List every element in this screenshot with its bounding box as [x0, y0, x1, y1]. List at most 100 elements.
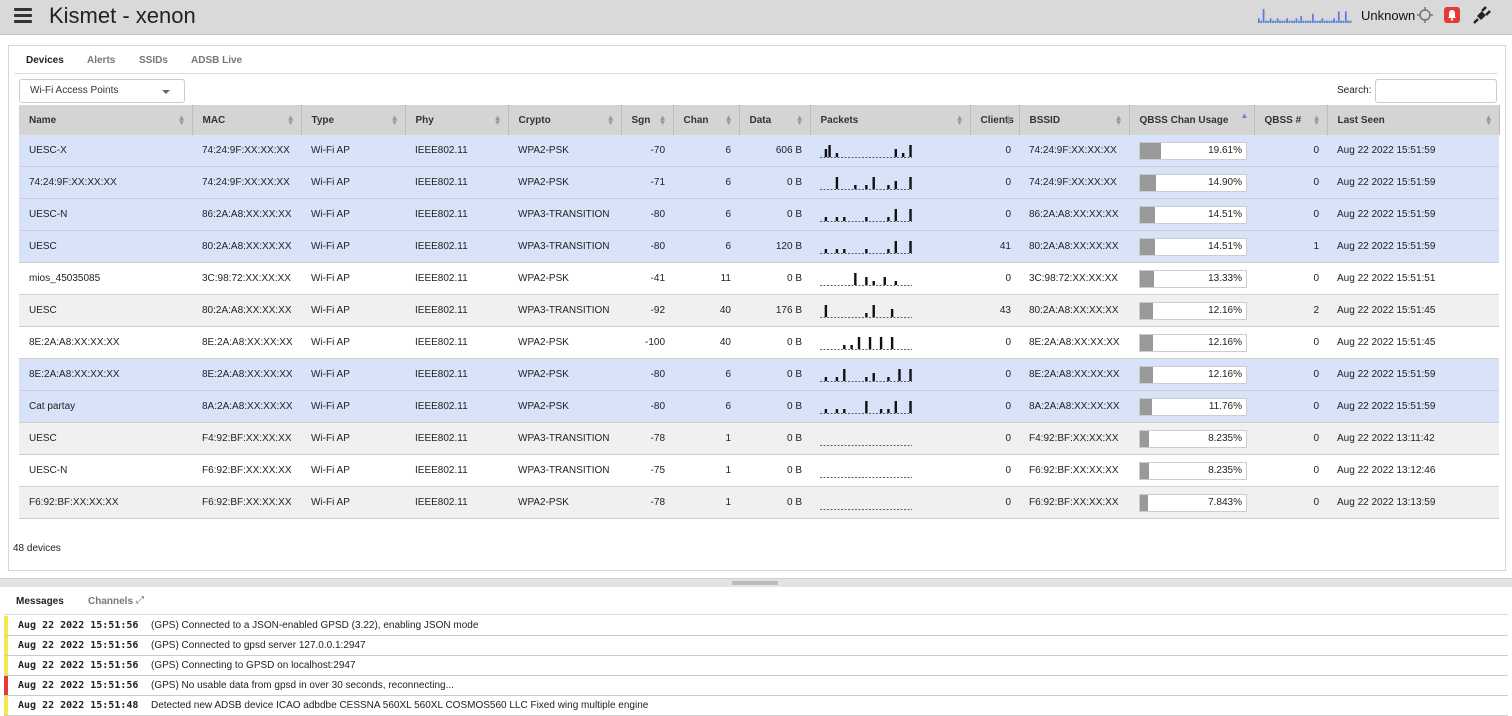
table-row[interactable]: 8E:2A:A8:XX:XX:XX 8E:2A:A8:XX:XX:XX Wi-Fi … — [19, 326, 1499, 359]
splitter-handle[interactable] — [732, 581, 778, 585]
plug-icon[interactable] — [1470, 5, 1492, 27]
cell-phy: IEEE802.11 — [405, 294, 508, 327]
cell-mac: 86:2A:A8:XX:XX:XX — [192, 198, 301, 231]
column-header-qbss[interactable]: QBSS # ▲ ▼ — [1254, 105, 1328, 135]
cell-last-seen: Aug 22 2022 15:51:45 — [1327, 326, 1499, 359]
search-input[interactable] — [1375, 79, 1497, 103]
tab-ssids[interactable]: SSIDs — [139, 55, 168, 66]
table-row[interactable]: UESC 80:2A:A8:XX:XX:XX Wi-Fi AP IEEE802.11 W… — [19, 294, 1499, 327]
tab-devices[interactable]: Devices — [26, 55, 64, 66]
message-timestamp: Aug 22 2022 15:51:56 — [18, 680, 139, 691]
cell-qbss-count: 0 — [1254, 358, 1327, 391]
message-level-indicator — [4, 656, 8, 675]
packets-sparkline — [820, 208, 912, 222]
table-row[interactable]: mios_45035085 3C:98:72:XX:XX:XX Wi-Fi AP IE… — [19, 262, 1499, 295]
tab-alerts[interactable]: Alerts — [87, 55, 116, 66]
tab-adsb-live[interactable]: ADSB Live — [191, 55, 243, 66]
cell-clients: 0 — [970, 262, 1019, 295]
column-header-clients[interactable]: Clients ▲ ▼ — [970, 105, 1020, 135]
tab-messages[interactable]: Messages — [16, 596, 64, 607]
packets-cell — [810, 262, 970, 295]
packet-bar — [857, 336, 861, 349]
column-header-crypto[interactable]: Crypto ▲ ▼ — [508, 105, 622, 135]
column-header-mac[interactable]: MAC ▲ ▼ — [192, 105, 302, 135]
cell-data: 0 B — [739, 358, 810, 391]
table-row[interactable]: F6:92:BF:XX:XX:XX F6:92:BF:XX:XX:XX Wi-Fi … — [19, 486, 1499, 519]
packets-sparkline — [820, 476, 912, 478]
cell-chan: 1 — [673, 454, 739, 487]
table-row[interactable]: 74:24:9F:XX:XX:XX 74:24:9F:XX:XX:XX Wi-Fi … — [19, 166, 1499, 199]
table-row[interactable]: UESC-N 86:2A:A8:XX:XX:XX Wi-Fi AP IEEE802.1… — [19, 198, 1499, 231]
packet-bar — [824, 216, 828, 221]
sort-icon: ▲ ▼ — [177, 113, 186, 127]
tab-channels[interactable]: Channels — [88, 596, 134, 607]
cell-clients: 0 — [970, 358, 1019, 391]
qbss-usage-label: 8.235% — [1208, 464, 1242, 476]
qbss-usage-label: 13.33% — [1208, 272, 1242, 284]
gps-status[interactable]: Unknown — [1361, 8, 1416, 23]
cell-sgn: -80 — [621, 198, 673, 231]
packets-sparkline — [820, 368, 912, 382]
expand-icon[interactable]: ⤢ — [136, 595, 144, 606]
cell-crypto: WPA3-TRANSITION — [508, 454, 621, 487]
message-text: (GPS) No usable data from gpsd in over 3… — [151, 680, 454, 691]
table-row[interactable]: Cat partay 8A:2A:A8:XX:XX:XX Wi-Fi AP IEEE8… — [19, 390, 1499, 423]
column-header-name[interactable]: Name ▲ ▼ — [19, 105, 193, 135]
column-header-sgn[interactable]: Sgn ▲ ▼ — [621, 105, 674, 135]
cell-mac: 80:2A:A8:XX:XX:XX — [192, 294, 301, 327]
column-header-packets[interactable]: Packets ▲ ▼ — [810, 105, 971, 135]
table-row[interactable]: UESC-N F6:92:BF:XX:XX:XX Wi-Fi AP IEEE802.1… — [19, 454, 1499, 487]
sparkline-bar — [1267, 20, 1270, 23]
packet-bar — [894, 280, 897, 285]
cell-mac: 8A:2A:A8:XX:XX:XX — [192, 390, 301, 423]
sort-icon: ▲ ▼ — [795, 113, 804, 127]
menu-icon[interactable] — [14, 8, 32, 24]
cell-crypto: WPA3-TRANSITION — [508, 422, 621, 455]
cell-chan: 40 — [673, 294, 739, 327]
message-text: Detected new ADSB device ICAO adbdbe CES… — [151, 700, 649, 711]
packets-cell — [810, 166, 970, 199]
qbss-usage-fill — [1140, 174, 1156, 191]
table-row[interactable]: UESC 80:2A:A8:XX:XX:XX Wi-Fi AP IEEE802.11 W… — [19, 230, 1499, 263]
sparkline-bar — [1276, 18, 1279, 23]
column-header-qbss-chan-usage[interactable]: QBSS Chan Usage ▲ — [1129, 105, 1255, 135]
column-header-chan[interactable]: Chan ▲ ▼ — [673, 105, 740, 135]
cell-data: 0 B — [739, 454, 810, 487]
cell-mac: F4:92:BF:XX:XX:XX — [192, 422, 301, 455]
alerts-button[interactable] — [1444, 7, 1460, 23]
column-header-bssid[interactable]: BSSID ▲ ▼ — [1019, 105, 1130, 135]
column-header-last-seen[interactable]: Last Seen ▲ ▼ — [1327, 105, 1500, 135]
column-header-data[interactable]: Data ▲ ▼ — [739, 105, 811, 135]
qbss-usage-fill — [1140, 238, 1156, 255]
packet-bar — [865, 276, 868, 285]
table-row[interactable]: UESC-X 74:24:9F:XX:XX:XX Wi-Fi AP IEEE802.1… — [19, 135, 1499, 167]
column-header-phy[interactable]: Phy ▲ ▼ — [405, 105, 509, 135]
table-row[interactable]: UESC F4:92:BF:XX:XX:XX Wi-Fi AP IEEE802.11 W… — [19, 422, 1499, 455]
cell-bssid: 8E:2A:A8:XX:XX:XX — [1019, 358, 1129, 391]
crosshair-icon[interactable] — [1416, 6, 1434, 24]
cell-sgn: -80 — [621, 390, 673, 423]
packet-bar — [865, 216, 868, 221]
qbss-usage-bar: 14.90% — [1139, 173, 1247, 192]
column-header-type[interactable]: Type ▲ ▼ — [301, 105, 406, 135]
view-select[interactable]: Wi-Fi Access Points — [19, 79, 185, 103]
cell-bssid: 8E:2A:A8:XX:XX:XX — [1019, 326, 1129, 359]
table-row[interactable]: 8E:2A:A8:XX:XX:XX 8E:2A:A8:XX:XX:XX Wi-Fi … — [19, 358, 1499, 391]
packet-bar — [835, 152, 839, 157]
sort-icon: ▲ ▼ — [724, 113, 733, 127]
cell-mac: F6:92:BF:XX:XX:XX — [192, 454, 301, 487]
cell-sgn: -80 — [621, 230, 673, 263]
packets-sparkline — [820, 336, 912, 350]
packets-cell — [810, 486, 970, 519]
cell-clients: 0 — [970, 166, 1019, 199]
cell-bssid: F6:92:BF:XX:XX:XX — [1019, 454, 1129, 487]
packet-bar — [835, 408, 839, 413]
packet-bar — [824, 376, 828, 381]
sparkline-bar — [1330, 20, 1333, 23]
qbss-usage-cell: 19.61% — [1129, 135, 1254, 167]
column-header-label: Name — [29, 114, 57, 126]
top-bar: Kismet - xenon Unknown — [0, 0, 1512, 35]
packet-bar — [872, 176, 875, 189]
sparkline-bar — [1305, 20, 1307, 23]
cell-sgn: -92 — [621, 294, 673, 327]
